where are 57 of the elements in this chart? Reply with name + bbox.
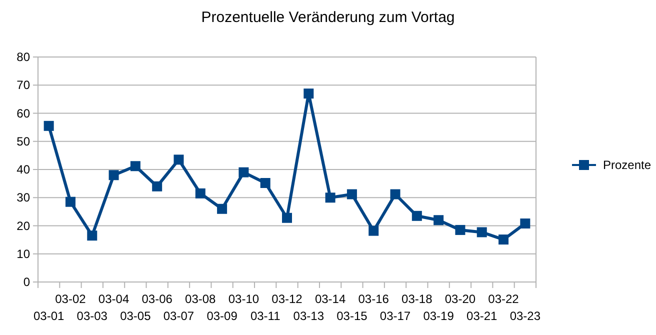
x-tick-label: 03-03 bbox=[76, 309, 108, 323]
x-tick-label: 03-07 bbox=[163, 309, 194, 323]
x-tick-label: 03-08 bbox=[185, 292, 216, 306]
point bbox=[498, 234, 509, 245]
point bbox=[108, 170, 119, 180]
point bbox=[412, 210, 422, 221]
x-tick-label: 03-05 bbox=[120, 309, 152, 323]
point bbox=[304, 88, 314, 99]
x-tick-label: 03-20 bbox=[444, 292, 476, 306]
x-tick-label: 03-21 bbox=[466, 309, 498, 323]
y-tick-label: 50 bbox=[16, 134, 30, 148]
point bbox=[87, 230, 98, 241]
x-tick-label: 03-06 bbox=[142, 292, 173, 306]
x-tick-label: 03-09 bbox=[206, 309, 238, 323]
x-tick-label: 03-15 bbox=[336, 309, 368, 323]
x-tick-label: 03-18 bbox=[402, 292, 433, 306]
point bbox=[455, 224, 466, 235]
x-tick-label: 03-23 bbox=[510, 309, 541, 323]
point bbox=[238, 167, 249, 178]
y-tick-label: 80 bbox=[16, 50, 30, 64]
point bbox=[476, 227, 487, 238]
point bbox=[368, 226, 379, 236]
point bbox=[390, 189, 400, 200]
point bbox=[174, 154, 184, 165]
x-tick-label: 03-19 bbox=[423, 309, 454, 323]
x-tick-label: 03-13 bbox=[293, 309, 324, 323]
x-tick-label: 03-16 bbox=[358, 292, 390, 306]
y-tick-label: 10 bbox=[16, 246, 30, 261]
point bbox=[152, 181, 162, 192]
y-tick-label: 70 bbox=[16, 78, 30, 92]
point bbox=[44, 120, 54, 131]
point bbox=[282, 212, 292, 223]
point bbox=[65, 196, 76, 207]
x-tick-label: 03-12 bbox=[272, 292, 303, 306]
point bbox=[217, 204, 228, 214]
x-tick-label: 03-22 bbox=[488, 292, 520, 306]
x-tick-label: 03-04 bbox=[98, 292, 130, 306]
point bbox=[325, 192, 336, 203]
point bbox=[130, 161, 140, 172]
x-tick-label: 03-01 bbox=[33, 309, 64, 323]
x-tick-label: 03-02 bbox=[55, 292, 86, 306]
y-tick-label: 0 bbox=[23, 275, 30, 289]
y-tick-label: 30 bbox=[16, 190, 30, 205]
point bbox=[260, 178, 270, 188]
legend-label: Prozente bbox=[603, 158, 652, 172]
y-tick-label: 40 bbox=[16, 162, 30, 176]
x-tick-label: 03-14 bbox=[314, 292, 346, 306]
point bbox=[434, 215, 444, 226]
point bbox=[195, 188, 206, 198]
point bbox=[520, 218, 530, 228]
point bbox=[346, 189, 357, 200]
x-tick-label: 03-11 bbox=[250, 309, 281, 323]
x-tick-label: 03-10 bbox=[228, 292, 260, 306]
chart-title: Prozentuelle Veränderung zum Vortag bbox=[201, 9, 455, 26]
y-tick-label: 20 bbox=[16, 218, 30, 233]
x-tick-label: 03-17 bbox=[380, 309, 411, 323]
y-tick-label: 60 bbox=[16, 106, 30, 120]
